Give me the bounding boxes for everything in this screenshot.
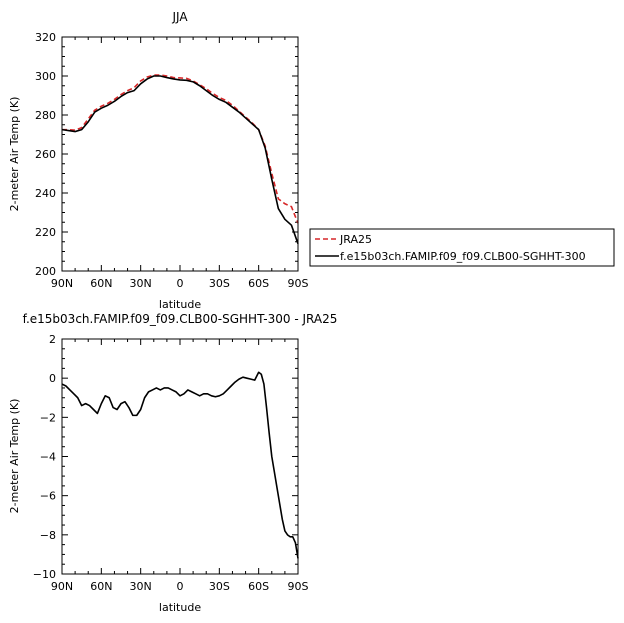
legend: JRA25 f.e15b03ch.FAMIP.f09_f09.CLB00-SGH… xyxy=(309,228,615,267)
x-tick-label: 60N xyxy=(90,277,112,290)
x-tick-label: 90N xyxy=(51,580,73,593)
y-tick-label: −8 xyxy=(40,529,56,542)
top-chart-title: JJA xyxy=(171,10,188,24)
legend-label-model: f.e15b03ch.FAMIP.f09_f09.CLB00-SGHHT-300 xyxy=(340,250,586,263)
top-x-axis-label: latitude xyxy=(159,298,201,311)
x-tick-label: 0 xyxy=(177,580,184,593)
y-tick-label: 220 xyxy=(35,226,56,239)
y-tick-label: 240 xyxy=(35,187,56,200)
top-y-axis-label: 2-meter Air Temp (K) xyxy=(8,97,21,212)
top-series-line-1 xyxy=(61,75,299,244)
y-tick-label: −2 xyxy=(40,411,56,424)
y-tick-label: 280 xyxy=(35,109,56,122)
bottom-series-group xyxy=(61,371,299,559)
y-tick-label: 0 xyxy=(49,372,56,385)
bottom-plot-frame xyxy=(61,338,299,575)
bot-series-line-0 xyxy=(61,371,299,559)
x-tick-label: 30S xyxy=(209,277,230,290)
legend-label-jra25: JRA25 xyxy=(339,233,372,246)
x-tick-label: 60S xyxy=(248,580,269,593)
top-axis-ticks xyxy=(61,36,299,272)
top-series-line-0 xyxy=(62,74,299,224)
y-tick-label: −10 xyxy=(33,568,56,581)
y-tick-label: 2 xyxy=(49,333,56,346)
bottom-axis-ticks xyxy=(61,338,299,575)
bottom-panel: f.e15b03ch.FAMIP.f09_f09.CLB00-SGHHT-300… xyxy=(8,312,337,614)
bottom-y-axis-label: 2-meter Air Temp (K) xyxy=(8,399,21,514)
y-tick-label: 200 xyxy=(35,265,56,278)
x-tick-label: 30N xyxy=(130,277,152,290)
y-tick-label: −6 xyxy=(40,490,56,503)
y-tick-label: 260 xyxy=(35,148,56,161)
legend-box xyxy=(309,228,615,267)
x-tick-label: 0 xyxy=(177,277,184,290)
top-plot-frame xyxy=(61,36,299,272)
y-tick-label: 300 xyxy=(35,70,56,83)
top-series-group xyxy=(61,74,299,244)
x-tick-label: 60N xyxy=(90,580,112,593)
bottom-y-tick-labels: −10 −8 −6 −4 −2 0 2 xyxy=(33,333,56,581)
x-tick-label: 30S xyxy=(209,580,230,593)
x-tick-label: 90S xyxy=(288,277,309,290)
y-tick-label: 320 xyxy=(35,31,56,44)
x-tick-label: 60S xyxy=(248,277,269,290)
bottom-chart-title: f.e15b03ch.FAMIP.f09_f09.CLB00-SGHHT-300… xyxy=(23,312,338,326)
x-tick-label: 30N xyxy=(130,580,152,593)
bottom-x-axis-label: latitude xyxy=(159,601,201,614)
bottom-x-tick-labels: 90N 60N 30N 0 30S 60S 90S xyxy=(51,580,309,593)
y-tick-label: −4 xyxy=(40,451,56,464)
top-x-tick-labels: 90N 60N 30N 0 30S 60S 90S xyxy=(51,277,309,290)
x-tick-label: 90N xyxy=(51,277,73,290)
top-panel: JJA 90N 60N 30N 0 30S 60S 90S 200 220 240 260 280 3… xyxy=(8,10,615,311)
x-tick-label: 90S xyxy=(288,580,309,593)
top-y-tick-labels: 200 220 240 260 280 300 320 xyxy=(35,31,56,278)
